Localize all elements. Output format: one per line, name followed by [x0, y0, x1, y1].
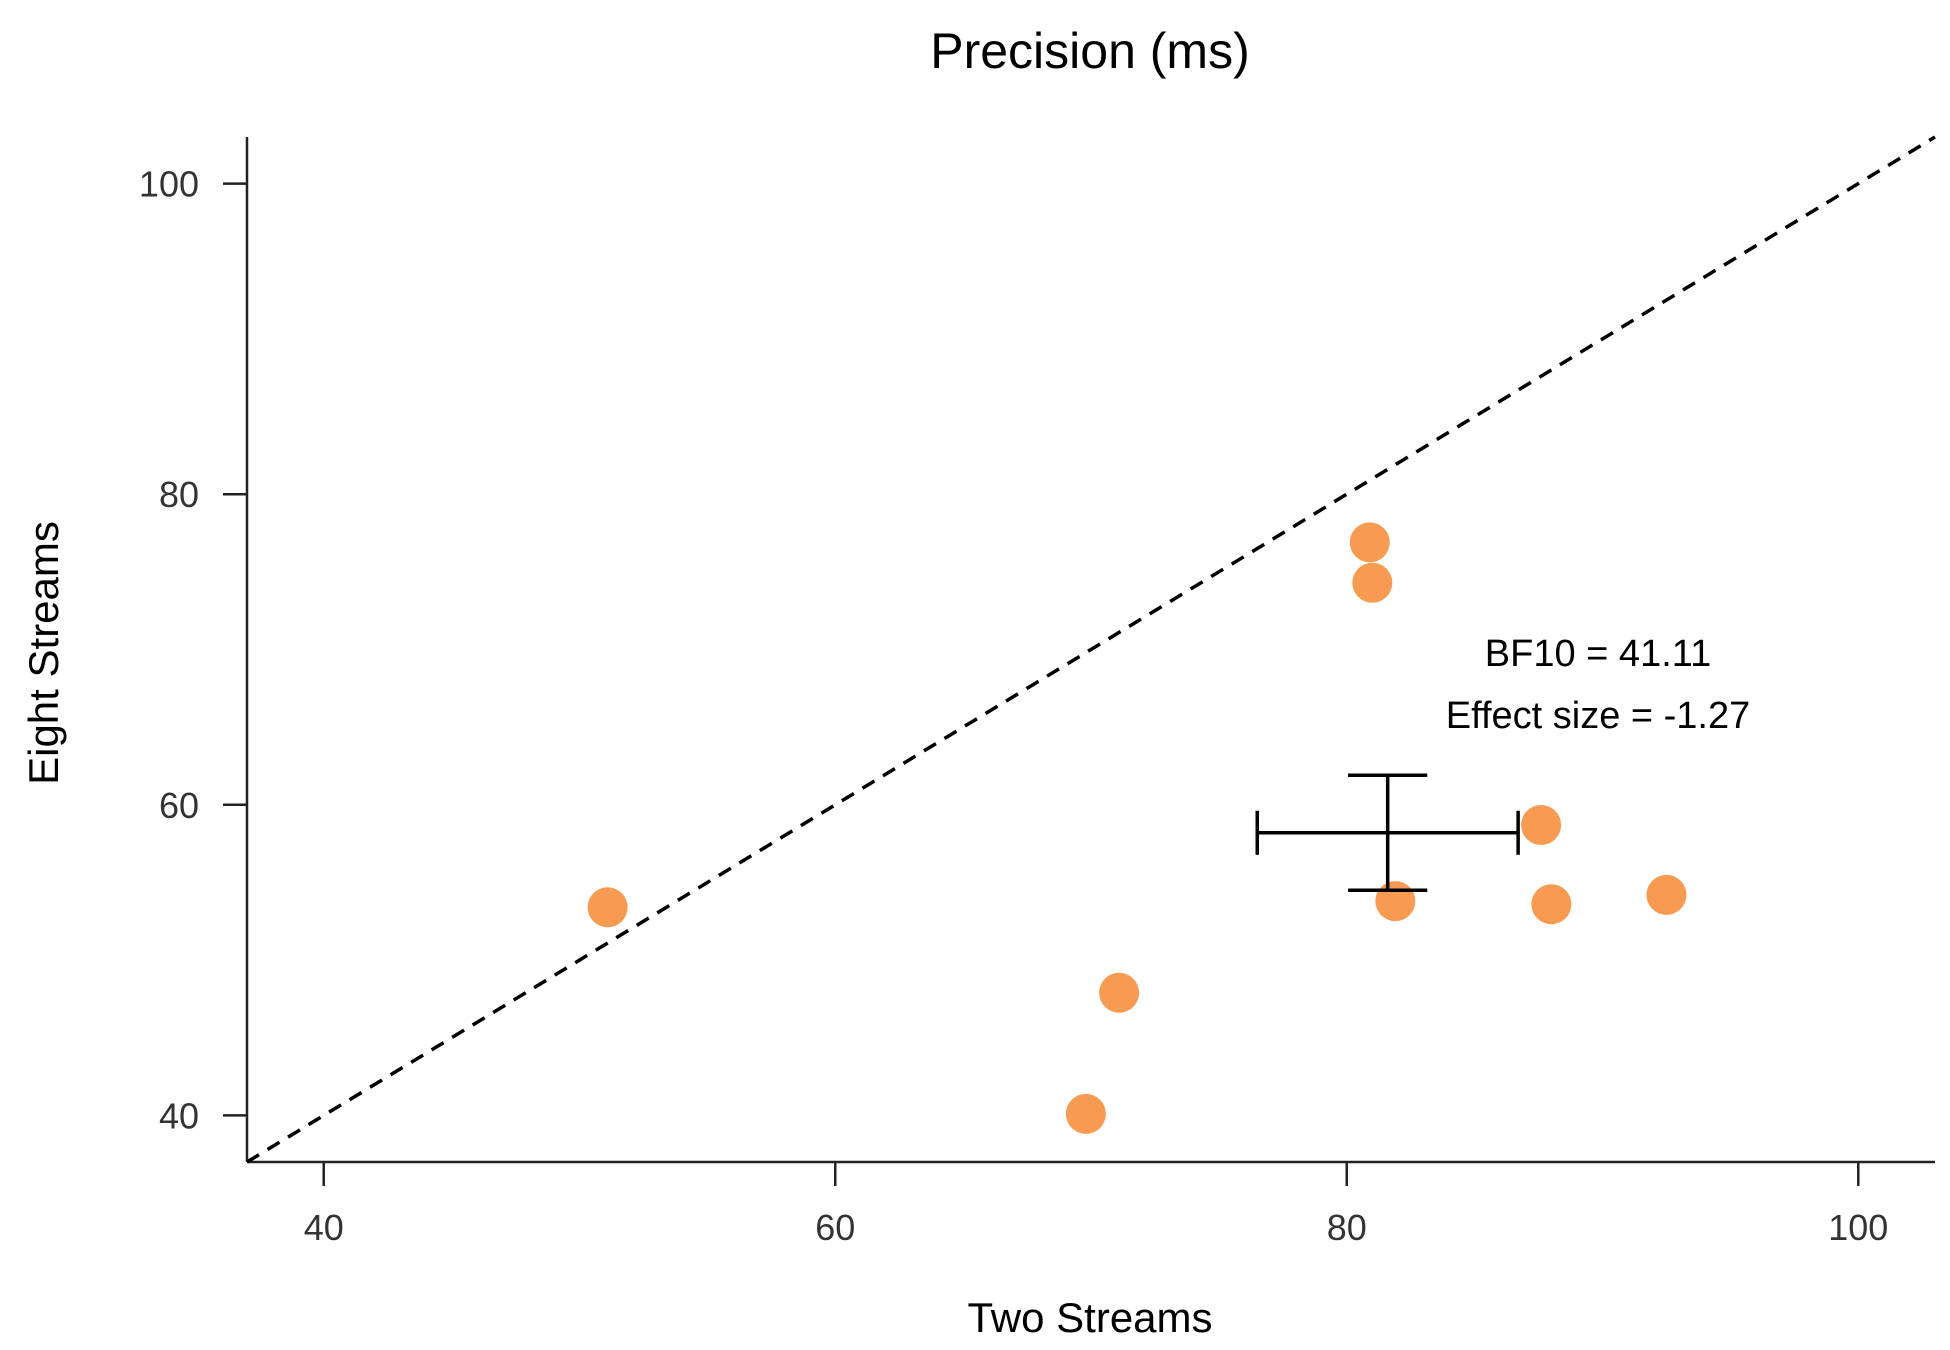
data-point	[1099, 972, 1140, 1013]
x-tick-label: 80	[1327, 1207, 1367, 1248]
bf10-annotation: BF10 = 41.11	[1485, 633, 1711, 675]
data-point	[1521, 804, 1562, 845]
y-tick-label: 60	[159, 785, 199, 826]
data-point	[1531, 884, 1572, 925]
x-axis-label: Two Streams	[967, 1294, 1212, 1341]
data-point	[1352, 562, 1393, 603]
data-point	[1646, 874, 1687, 915]
x-tick-label: 100	[1828, 1207, 1888, 1248]
effect-size-annotation: Effect size = -1.27	[1446, 695, 1751, 737]
data-point	[1065, 1093, 1106, 1134]
x-ticks: 40 60 80 100	[304, 1162, 1888, 1248]
data-point	[587, 887, 628, 928]
data-points	[587, 522, 1687, 1134]
data-point	[1375, 881, 1416, 922]
x-tick-label: 40	[304, 1207, 344, 1248]
y-tick-label: 100	[139, 164, 199, 205]
y-tick-label: 40	[159, 1095, 199, 1136]
y-axis-label: Eight Streams	[20, 521, 67, 785]
y-tick-label: 80	[159, 474, 199, 515]
identity-line	[246, 135, 1936, 1164]
mean-errorbars	[1255, 773, 1520, 892]
data-point	[1349, 522, 1390, 563]
chart-title: Precision (ms)	[930, 23, 1249, 79]
y-ticks: 40 60 80 100	[139, 164, 247, 1136]
x-tick-label: 60	[815, 1207, 855, 1248]
